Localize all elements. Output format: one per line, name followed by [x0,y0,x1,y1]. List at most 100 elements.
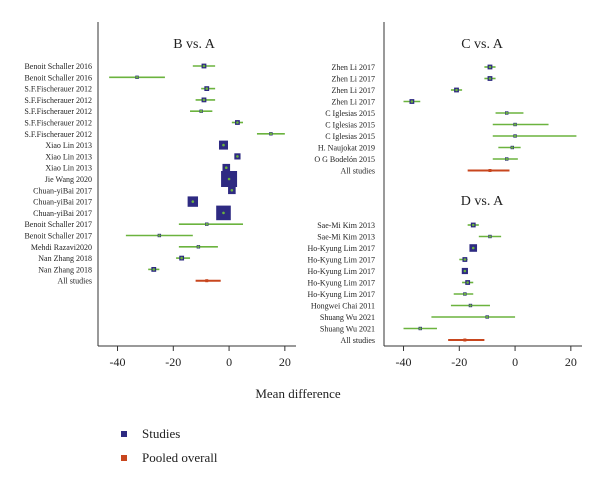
panel-b-row-label: Xiao Lin 2013 [45,152,92,161]
panel-b-row-label: Nan Zhang 2018 [38,265,92,274]
panel-c-point-dot [513,123,517,126]
panel-b-row-label: Xiao Lin 2013 [45,141,92,150]
panel-b-point-dot [269,132,273,136]
panel-b-row-label: Jie Wang 2020 [45,175,92,184]
panel-c-tick-label: -20 [451,355,467,369]
panel-c-vs-a: C vs. A Zhen Li 2017 Zhen Li 2017 Zhen Li … [307,22,582,369]
panel-d-point-dot [463,269,467,273]
panel-b-row-label: S.F.Fischerauer 2012 [24,130,92,139]
panel-d-point-dot [463,292,467,296]
panel-b-point-dot [222,211,225,215]
panel-c-tick-label: 20 [565,355,577,369]
panel-c-row-label: H. Naujokat 2019 [318,144,375,153]
panel-b-pooled-marker [205,279,209,283]
panel-c-point-dot [505,111,509,115]
panel-b-row-label: Mehdi Razavi2020 [31,243,92,252]
panel-b-x-ticks: -40 -20 0 20 [110,346,291,369]
panel-c-row-label: All studies [341,167,375,176]
panel-c-tick-label: 0 [512,355,518,369]
panel-d-point-dot [488,235,492,238]
panel-d-point-dot [463,258,467,261]
panel-b-point-dot [227,177,231,181]
legend-pooled-swatch [121,455,127,461]
panel-c-row-label: C Iglesias 2015 [325,132,375,141]
panel-d-row-label: Ho-Kyung Lim 2017 [307,279,375,288]
panel-c-point-dot [410,100,414,103]
panel-b-row-label: S.F.Fischerauer 2012 [24,107,92,116]
panel-c-row-label: Zhen Li 2017 [331,86,375,95]
panel-c-row-label: C Iglesias 2015 [325,109,375,118]
panel-d-row-label: Ho-Kyung Lim 2017 [307,256,375,265]
panel-d-row-label: Ho-Kyung Lim 2017 [307,244,375,253]
legend: Studies Pooled overall [121,426,218,465]
panel-c-title: C vs. A [461,37,504,52]
panel-c-point-dot [455,88,458,92]
panel-b-point-dot [152,268,156,271]
panel-c-rows: Zhen Li 2017 Zhen Li 2017 Zhen Li 2017 Zhen… [314,63,577,176]
panel-c-x-ticks: -40 -20 0 20 [396,346,577,369]
panel-d-point-dot [466,281,469,284]
panel-c-point-dot [505,157,509,161]
panel-c-row-label: C Iglesias 2015 [325,121,375,130]
panel-d-point-dot [471,246,475,250]
panel-b-row-label: Benoit Schaller 2017 [24,220,92,229]
panel-b-tick-label: 0 [226,355,232,369]
panel-d-row-label: Hongwei Chai 2011 [311,302,375,311]
panel-c-row-label: Zhen Li 2017 [331,63,375,72]
panel-b-point-dot [135,76,139,79]
panel-b-row-label: Nan Zhang 2018 [38,254,92,263]
panel-b-tick-label: -20 [165,355,181,369]
panel-b-point-dot [222,143,225,147]
panel-d-row-label: Sae-Mi Kim 2013 [317,221,375,230]
panel-b-point-dot [158,234,161,237]
panel-c-row-label: Zhen Li 2017 [331,98,375,107]
panel-d-point-dot [418,327,422,330]
panel-b-point-dot [236,155,239,158]
panel-b-row-label: Benoit Schaller 2017 [24,232,92,241]
legend-studies-swatch [121,431,127,437]
panel-b-row-label: S.F.Fischerauer 2012 [24,119,92,128]
panel-c-point-dot [488,65,492,69]
panel-b-rows: Benoit Schaller 2016 Benoit Schaller 2016… [24,62,285,286]
panel-d-point-dot [485,315,489,319]
panel-b-point-dot [199,109,203,113]
panel-b-point-dot [202,98,206,102]
panel-d-rows: Sae-Mi Kim 2013 Sae-Mi Kim 2013 Ho-Kyung L… [307,221,516,345]
panel-b-tick-label: 20 [279,355,291,369]
panel-d-row-label: Ho-Kyung Lim 2017 [307,267,375,276]
legend-studies-label: Studies [142,426,180,441]
panel-d-row-label: Ho-Kyung Lim 2017 [307,290,375,299]
panel-c-point-dot [513,134,517,138]
panel-d-row-label: Shuang Wu 2021 [320,325,375,334]
panel-c-point-dot [510,146,514,149]
panel-d-point-dot [471,223,475,227]
panel-b-row-label: Benoit Schaller 2016 [24,62,92,71]
panel-b-point-dot [205,87,209,90]
x-axis-label: Mean difference [255,386,341,401]
panel-b-row-label: S.F.Fischerauer 2012 [24,96,92,105]
panel-b-row-label: All studies [58,277,92,286]
panel-b-point-dot [202,64,206,68]
panel-b-point-dot [230,189,234,192]
panel-b-row-label: Chuan-yiBai 2017 [33,209,92,218]
panel-b-row-label: S.F.Fischerauer 2012 [24,85,92,94]
panel-b-tick-label: -40 [110,355,126,369]
panel-d-title: D vs. A [461,194,504,209]
legend-pooled-label: Pooled overall [142,450,218,465]
panel-b-title: B vs. A [173,37,216,52]
panel-c-pooled-marker [488,169,492,172]
panel-b-row-label: Chuan-yiBai 2017 [33,186,92,195]
panel-d-row-label: Shuang Wu 2021 [320,313,375,322]
panel-b-point-dot [197,245,200,249]
panel-c-tick-label: -40 [396,355,412,369]
panel-b-row-label: Xiao Lin 2013 [45,164,92,173]
panel-b-point-dot [224,166,228,169]
panel-d-pooled-marker [463,338,467,342]
panel-d-row-label: Sae-Mi Kim 2013 [317,233,375,242]
panel-b-row-label: Chuan-yiBai 2017 [33,198,92,207]
panel-b-point-dot [191,200,195,203]
panel-d-point-dot [469,304,472,307]
panel-b-point-dot [236,121,239,124]
